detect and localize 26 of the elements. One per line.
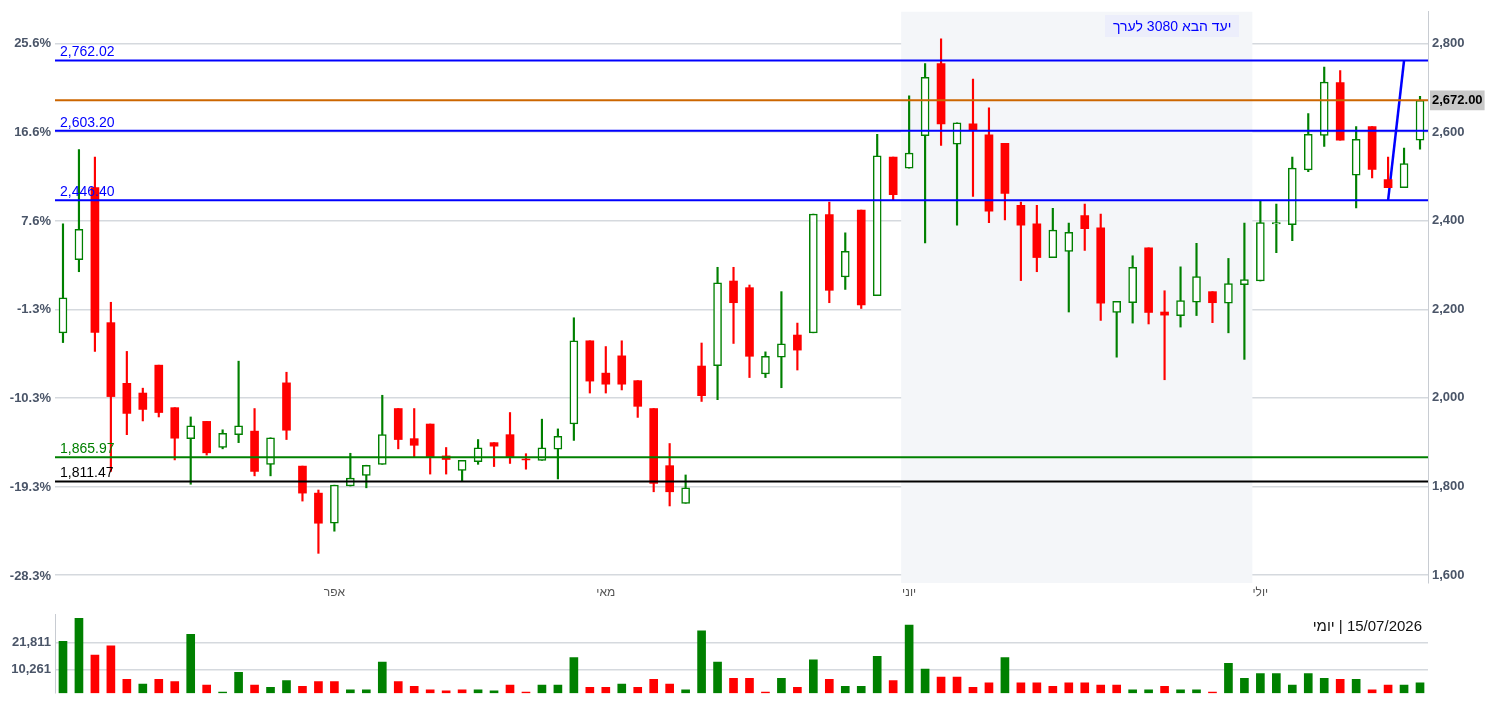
y-tick-label: 2,400 — [1432, 212, 1465, 228]
y-tick-label: 21,811 — [11, 634, 51, 650]
y-tick-label: 1,800 — [1432, 478, 1465, 494]
y-tick-label: 10,261 — [11, 661, 51, 677]
y-tick-label: 2,800 — [1432, 35, 1465, 51]
y2-tick-label: 7.6% — [21, 212, 52, 228]
y2-tick-label: -28.3% — [9, 567, 52, 583]
y2-tick-label: 25.6% — [14, 35, 52, 50]
chart-title: 15/07/2026 | יומי — [1312, 616, 1422, 634]
x-tick-label: מאי — [596, 585, 616, 600]
y2-tick-label: -1.3% — [17, 300, 52, 316]
y2-tick-label: -10.3% — [9, 389, 52, 405]
ref-line-label: 2,603.20 — [60, 113, 115, 130]
y2-tick-label: -19.3% — [9, 478, 52, 494]
ref-line-label: 1,811.47 — [60, 464, 114, 481]
x-tick-label: יוני — [902, 585, 917, 600]
y-tick-label: 1,600 — [1432, 566, 1465, 582]
annotation: יעד הבא 3080 לערך — [1105, 14, 1240, 37]
x-tick-label: יולי — [1252, 585, 1269, 600]
y2-tick-label: 16.6% — [14, 123, 52, 139]
y-tick-label: 2,672.00 — [1432, 91, 1483, 107]
y-tick-label: 2,200 — [1432, 300, 1465, 316]
ref-line-label: 2,762.02 — [60, 43, 115, 60]
y-tick-label: 2,600 — [1432, 123, 1465, 139]
x-tick-label: אפר — [323, 585, 346, 600]
y-tick-label: 2,000 — [1432, 389, 1465, 405]
